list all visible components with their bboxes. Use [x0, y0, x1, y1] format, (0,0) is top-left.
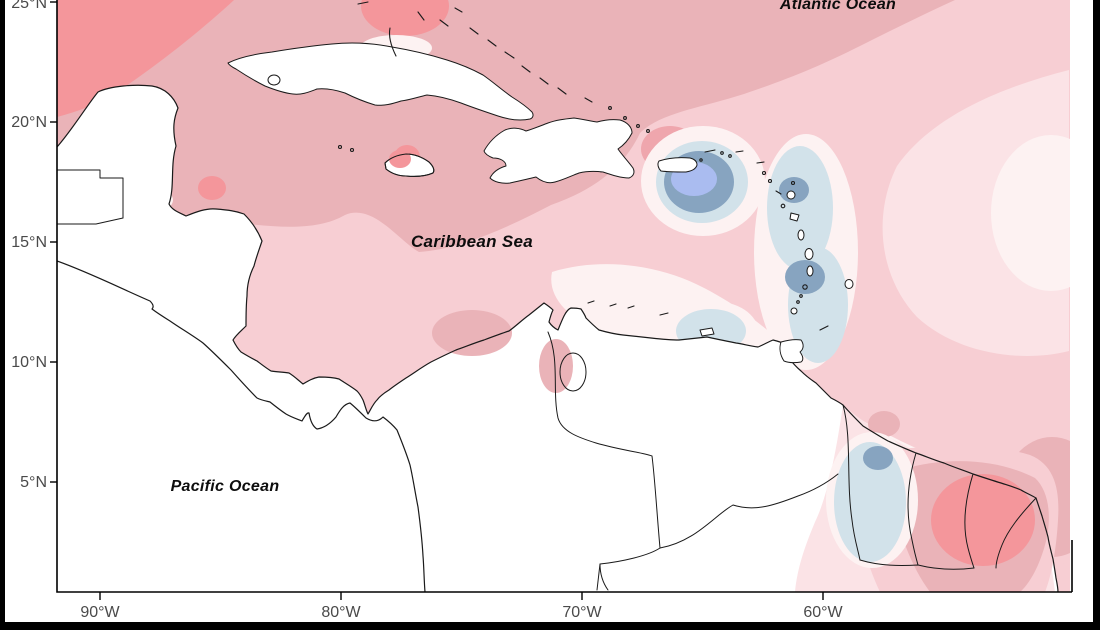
- island-puerto-rico: [657, 157, 698, 173]
- island-trinidad: [779, 339, 804, 364]
- lon-tick-90w: 90°W: [80, 604, 120, 621]
- lake-maracaibo: [559, 352, 587, 392]
- lon-tick-70w: 70°W: [562, 604, 602, 621]
- lat-tick-5n: 5°N: [20, 474, 47, 491]
- label-pacific-ocean: Pacific Ocean: [171, 478, 280, 495]
- lon-tick-80w: 80°W: [321, 604, 361, 621]
- island-barbados: [844, 279, 854, 289]
- lat-tick-10n: 10°N: [11, 354, 47, 371]
- lat-tick-25n: 25°N: [11, 0, 47, 12]
- lon-tick-60w: 60°W: [803, 604, 843, 621]
- coastlines: [57, 84, 1059, 592]
- country-borders: [57, 122, 1037, 591]
- lat-tick-20n: 20°N: [11, 114, 47, 131]
- island-cuba: [227, 42, 534, 121]
- longitude-axis: 90°W 80°W 70°W 60°W: [80, 592, 844, 621]
- island-hispaniola: [483, 117, 635, 184]
- label-caribbean-sea: Caribbean Sea: [411, 232, 533, 251]
- ocean-labels: Atlantic Ocean Caribbean Sea Pacific Oce…: [171, 0, 896, 495]
- map-frame: [56, 0, 1073, 593]
- islands: [227, 1, 854, 364]
- lat-tick-15n: 15°N: [11, 234, 47, 251]
- mainland-landmass: [57, 85, 1058, 592]
- label-atlantic-ocean: Atlantic Ocean: [779, 0, 896, 13]
- latitude-axis: 25°N 20°N 15°N 10°N 5°N: [11, 0, 57, 491]
